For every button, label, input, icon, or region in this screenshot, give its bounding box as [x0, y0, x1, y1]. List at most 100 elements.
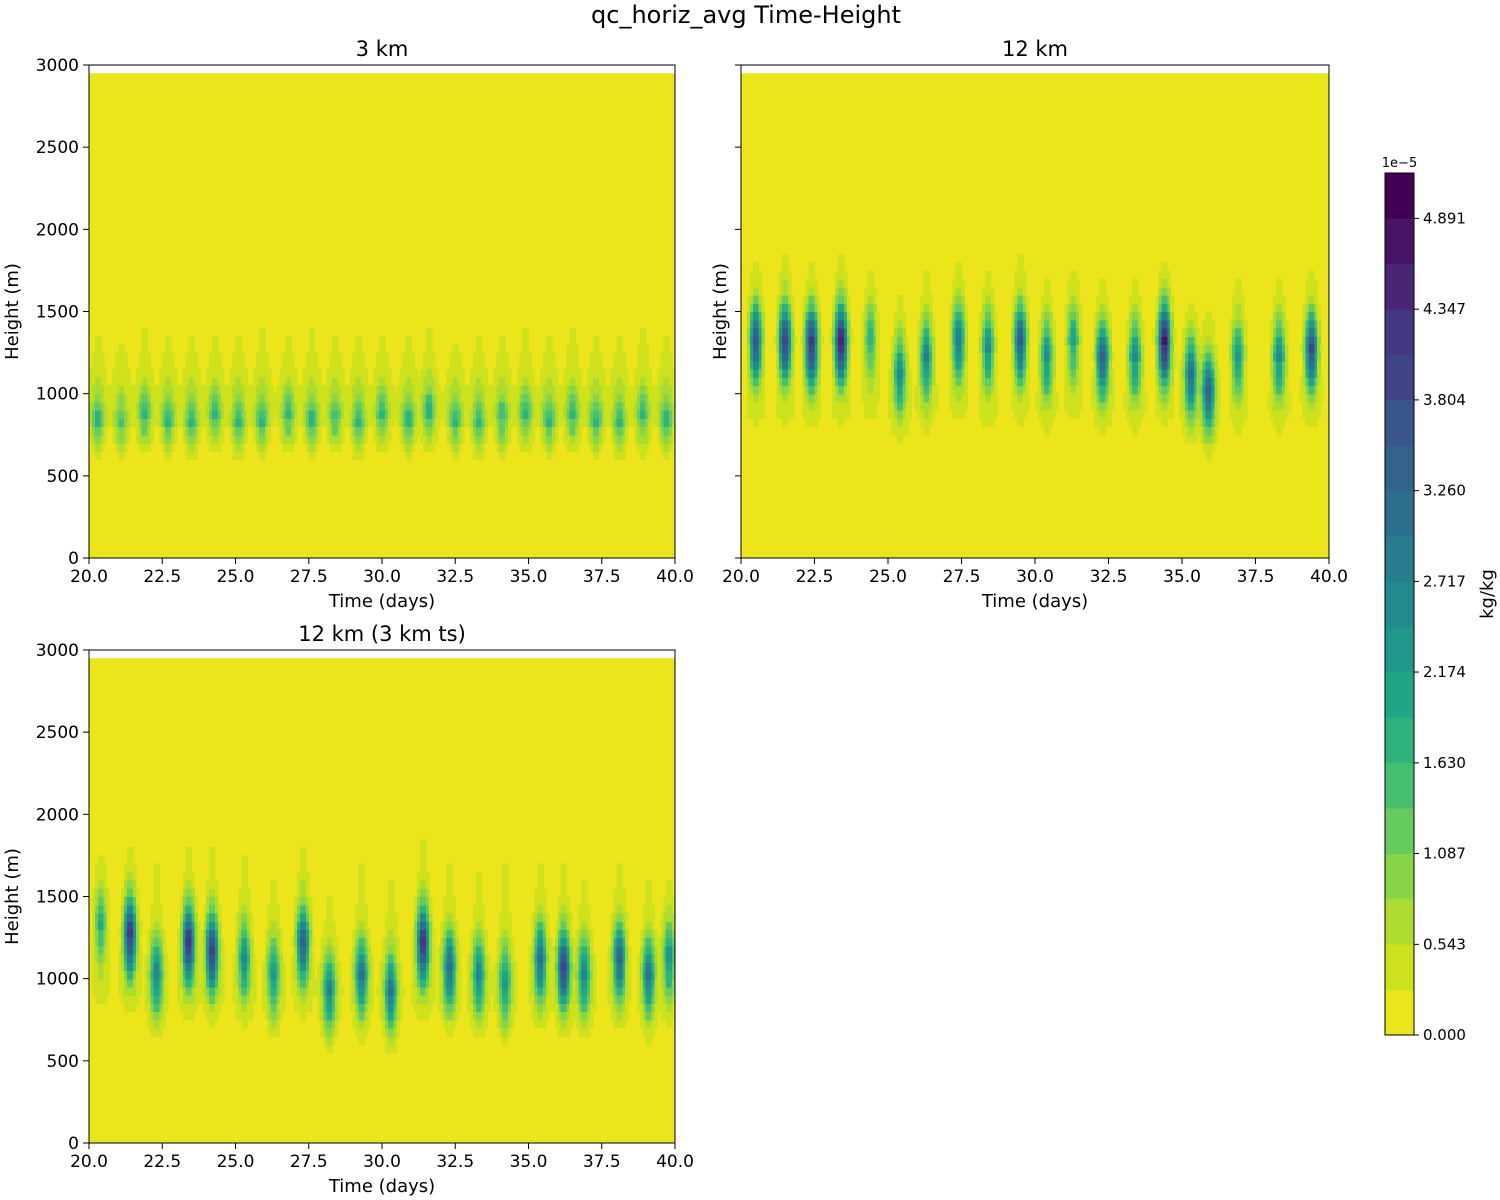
contour-cell — [197, 393, 201, 403]
contour-cell — [616, 352, 620, 362]
contour-cell — [1099, 410, 1104, 419]
contour-cell — [188, 385, 193, 395]
contour-cell — [209, 1019, 213, 1029]
contour-cell — [97, 336, 102, 345]
contour-cell — [244, 970, 248, 980]
contour-cell — [761, 360, 766, 370]
contour-cell — [1026, 369, 1030, 378]
contour-cell — [843, 344, 848, 354]
contour-cell — [1314, 418, 1318, 428]
contour-cell — [572, 377, 576, 387]
contour-cell — [311, 393, 316, 403]
contour-cell — [253, 401, 257, 411]
contour-cell — [1193, 377, 1198, 387]
contour-cell — [1161, 377, 1165, 387]
contour-cell — [185, 863, 190, 873]
contour-cell — [188, 369, 193, 378]
contour-cell — [156, 871, 160, 881]
contour-cell — [182, 945, 187, 955]
contour-cell — [188, 945, 193, 955]
contour-cell — [469, 377, 474, 387]
contour-cell — [785, 410, 789, 419]
contour-cell — [1017, 360, 1021, 370]
contour-cell — [209, 978, 213, 988]
contour-cell — [1105, 393, 1110, 403]
contour-cell — [502, 352, 506, 362]
contour-cell — [802, 377, 807, 387]
contour-cell — [364, 410, 368, 419]
contour-cell — [958, 319, 963, 329]
contour-cell — [590, 434, 594, 444]
contour-cell — [1202, 360, 1207, 370]
contour-cell — [1237, 303, 1242, 313]
contour-cell — [625, 418, 629, 428]
contour-cell — [961, 336, 966, 345]
contour-cell — [752, 352, 757, 362]
contour-cell — [115, 352, 119, 362]
contour-cell — [144, 970, 149, 980]
contour-cell — [990, 295, 995, 304]
contour-cell — [1043, 410, 1048, 419]
contour-cell — [893, 369, 898, 378]
contour-cell — [423, 360, 427, 370]
contour-cell — [840, 410, 845, 419]
contour-cell — [1234, 410, 1239, 419]
contour-cell — [484, 393, 489, 403]
contour-cell — [1202, 410, 1207, 419]
contour-cell — [94, 377, 99, 387]
contour-cell — [1073, 401, 1077, 411]
contour-cell — [502, 377, 506, 387]
contour-cell — [481, 369, 486, 378]
contour-cell — [1126, 369, 1130, 378]
contour-cell — [130, 962, 134, 972]
contour-cell — [1311, 270, 1315, 280]
contour-cell — [264, 426, 269, 436]
contour-cell — [1161, 401, 1165, 411]
contour-cell — [124, 377, 128, 387]
contour-cell — [91, 434, 96, 444]
contour-cell — [153, 1019, 157, 1029]
contour-cell — [513, 418, 518, 428]
contour-cell — [987, 327, 992, 337]
contour-cell — [261, 1003, 266, 1013]
contour-cell — [250, 393, 254, 403]
contour-cell — [752, 295, 757, 304]
contour-cell — [1184, 369, 1189, 378]
contour-cell — [755, 286, 760, 296]
contour-cell — [587, 369, 591, 378]
contour-cell — [1167, 311, 1171, 321]
contour-cell — [755, 352, 760, 362]
contour-cell — [144, 426, 149, 436]
contour-cell — [1023, 385, 1027, 395]
contour-cell — [949, 393, 954, 403]
contour-cell — [782, 336, 786, 345]
contour-cell — [229, 369, 234, 378]
contour-cell — [926, 303, 930, 313]
contour-cell — [814, 327, 819, 337]
contour-cell — [952, 401, 957, 411]
contour-cell — [118, 434, 122, 444]
contour-cell — [124, 896, 128, 906]
contour-cell — [1161, 336, 1165, 345]
contour-cell — [238, 1011, 242, 1021]
contour-cell — [1052, 360, 1057, 370]
contour-cell — [1023, 303, 1027, 313]
contour-cell — [267, 929, 272, 939]
contour-cell — [276, 978, 281, 988]
contour-cell — [1299, 344, 1304, 354]
contour-cell — [150, 377, 155, 387]
contour-cell — [1134, 401, 1139, 411]
contour-cell — [103, 385, 108, 395]
contour-cell — [484, 418, 489, 428]
contour-cell — [1099, 327, 1104, 337]
contour-cell — [455, 410, 459, 419]
contour-cell — [466, 410, 471, 419]
contour-cell — [97, 937, 102, 947]
contour-cell — [379, 393, 383, 403]
contour-cell — [1108, 369, 1113, 378]
contour-cell — [144, 978, 149, 988]
contour-cell — [1108, 319, 1113, 329]
contour-cell — [1132, 286, 1136, 296]
contour-cell — [1205, 352, 1210, 362]
contour-cell — [335, 410, 339, 419]
